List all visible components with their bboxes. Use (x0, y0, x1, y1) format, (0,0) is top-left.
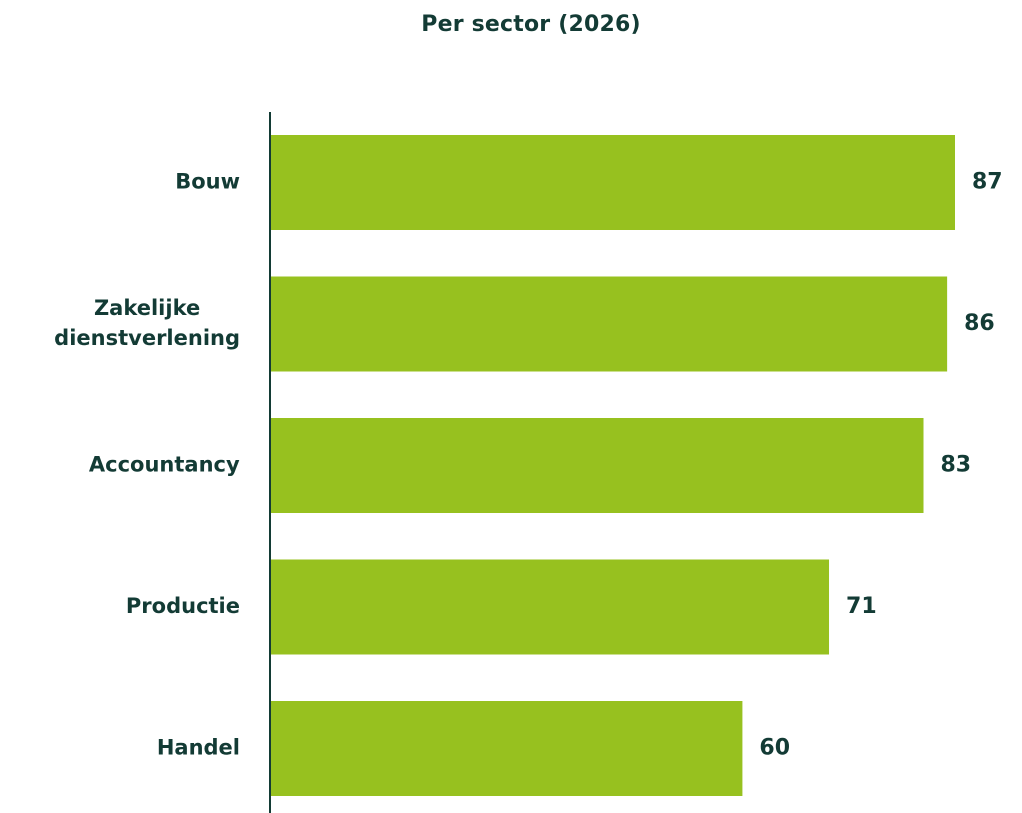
bar-3 (270, 418, 924, 513)
category-label: Bouw (175, 170, 240, 194)
category-label-line: Accountancy (89, 453, 240, 477)
bar-value-label: 71 (846, 594, 877, 619)
bars-layer (270, 135, 955, 796)
category-label-line: Bouw (175, 170, 240, 194)
category-label: Zakelijke dienstverlening (54, 296, 240, 350)
category-label-line: Productie (126, 594, 240, 618)
bar-2 (270, 276, 948, 372)
bar-value-label: 87 (972, 170, 1003, 195)
category-label-line: Zakelijke (94, 296, 200, 320)
bar-1 (270, 135, 955, 230)
bar-value-label: 83 (941, 453, 972, 478)
category-label-line: Handel (157, 736, 240, 760)
bar-value-label: 86 (964, 311, 995, 336)
bar-5 (270, 701, 743, 796)
category-label: Handel (157, 736, 240, 760)
labels-layer: 87 Bouw 86 Zakelijke dienstverlening 83 Accoun… (54, 170, 1002, 761)
category-label: Productie (126, 594, 240, 618)
category-label-line: dienstverlening (54, 326, 240, 350)
category-label: Accountancy (89, 453, 240, 477)
bar-4 (270, 559, 830, 655)
chart-title: Per sector (2026) (421, 12, 641, 37)
bar-value-label: 60 (759, 736, 790, 761)
